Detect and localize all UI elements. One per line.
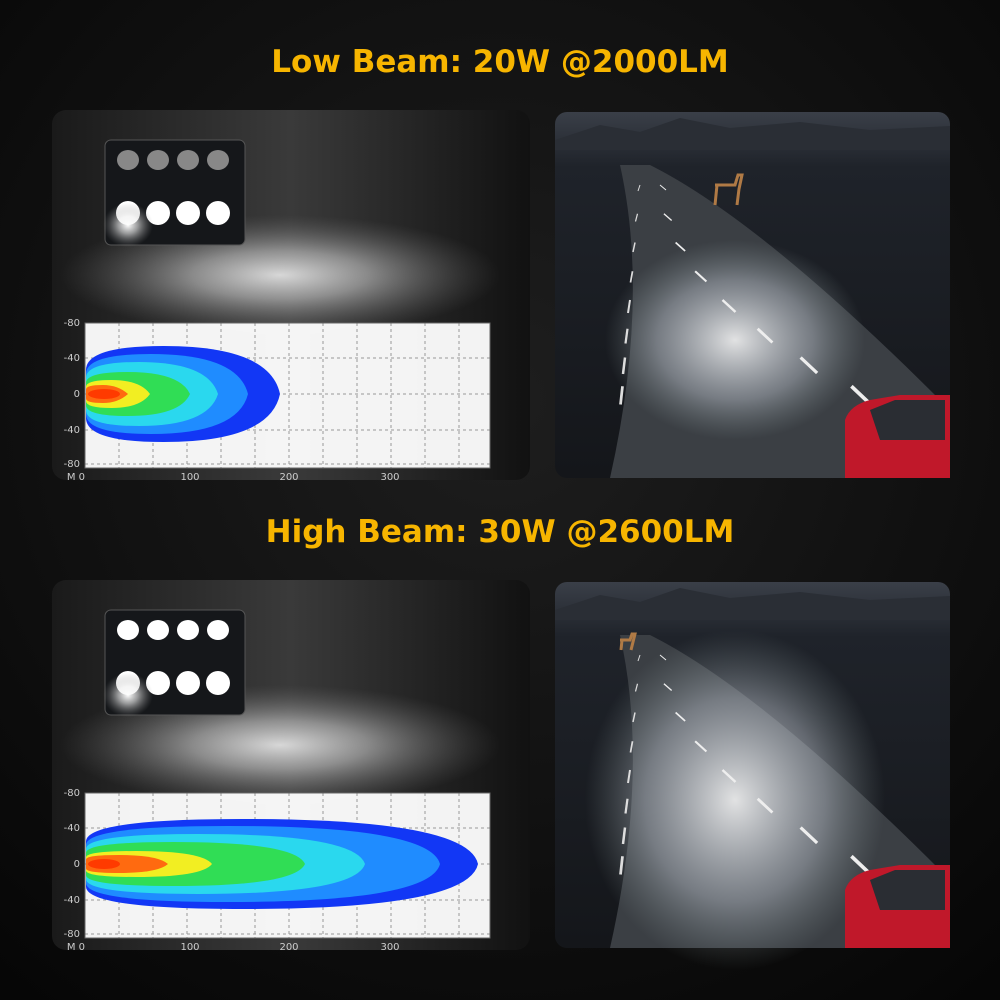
- y-tick-label: -80: [64, 318, 80, 329]
- lane-mark: [632, 712, 636, 723]
- lane-mark: [637, 184, 641, 192]
- lane-mark: [629, 741, 634, 753]
- flare: [103, 673, 153, 717]
- x-tick-label: 300: [380, 942, 399, 953]
- led: [177, 620, 199, 640]
- x-tick-label: 300: [380, 472, 399, 483]
- lane-mark: [621, 357, 627, 375]
- lane-mark: [632, 242, 636, 253]
- lane-mark: [694, 740, 708, 753]
- lane-mark: [694, 270, 708, 283]
- y-tick-label: -80: [64, 459, 80, 470]
- section: Low Beam: 20W @2000LM -80 -40 0 -40 -80 M 0 100…: [52, 44, 950, 483]
- lane-mark: [756, 327, 774, 344]
- led: [117, 620, 139, 640]
- lane-mark: [659, 654, 667, 661]
- flare: [103, 203, 153, 247]
- lane-mark: [663, 683, 673, 692]
- deer: [713, 173, 744, 206]
- chart-frame: [84, 322, 491, 469]
- mountains: [555, 588, 950, 620]
- car-window: [870, 400, 945, 440]
- lane-mark: [619, 856, 624, 875]
- beam-core: [88, 859, 120, 869]
- lane-mark: [619, 386, 624, 405]
- led: [207, 620, 229, 640]
- y-tick-label: -40: [64, 353, 80, 364]
- lane-mark: [850, 854, 871, 875]
- lane-mark: [756, 797, 774, 814]
- x-tick-label: M 0: [67, 472, 85, 483]
- lane-mark: [624, 328, 629, 344]
- y-tick-label: -40: [64, 823, 80, 834]
- y-tick-label: -40: [64, 425, 80, 436]
- led: [147, 620, 169, 640]
- x-tick-label: 200: [279, 942, 298, 953]
- chart-frame: [84, 792, 491, 939]
- led: [176, 671, 200, 695]
- lane-mark: [637, 654, 641, 662]
- lane-mark: [721, 299, 737, 313]
- y-tick-label: 0: [74, 389, 80, 400]
- lane-mark: [627, 299, 631, 314]
- led: [176, 201, 200, 225]
- y-tick-label: 0: [74, 859, 80, 870]
- lane-mark: [627, 769, 631, 784]
- led: [206, 671, 230, 695]
- x-tick-label: 100: [180, 942, 199, 953]
- y-tick-label: -80: [64, 788, 80, 799]
- beam-core: [88, 389, 120, 399]
- led: [177, 150, 199, 170]
- lane-mark: [634, 213, 639, 222]
- lane-mark: [659, 184, 667, 191]
- x-tick-label: 100: [180, 472, 199, 483]
- lane-mark: [629, 271, 634, 283]
- lane-mark: [675, 711, 686, 722]
- lane-mark: [675, 241, 686, 252]
- lane-mark: [663, 213, 673, 222]
- road-light: [605, 240, 865, 440]
- lane-mark: [799, 826, 819, 845]
- x-tick-label: M 0: [67, 942, 85, 953]
- lane-mark: [721, 769, 737, 783]
- car-window: [870, 870, 945, 910]
- road-light: [585, 630, 885, 970]
- x-tick-label: 200: [279, 472, 298, 483]
- lane-mark: [624, 798, 629, 814]
- section: High Beam: 30W @2600LM -80 -40 0 -40 -80 M 0 10…: [52, 514, 950, 970]
- lane-mark: [799, 356, 819, 375]
- led: [207, 150, 229, 170]
- y-tick-label: -40: [64, 895, 80, 906]
- mountains: [555, 118, 950, 150]
- led: [147, 150, 169, 170]
- led: [117, 150, 139, 170]
- section-title: Low Beam: 20W @2000LM: [271, 44, 729, 80]
- lane-mark: [634, 683, 639, 692]
- y-tick-label: -80: [64, 929, 80, 940]
- section-title: High Beam: 30W @2600LM: [266, 514, 735, 550]
- lane-mark: [850, 384, 871, 405]
- deer: [619, 632, 637, 651]
- lane-mark: [621, 827, 627, 845]
- led: [206, 201, 230, 225]
